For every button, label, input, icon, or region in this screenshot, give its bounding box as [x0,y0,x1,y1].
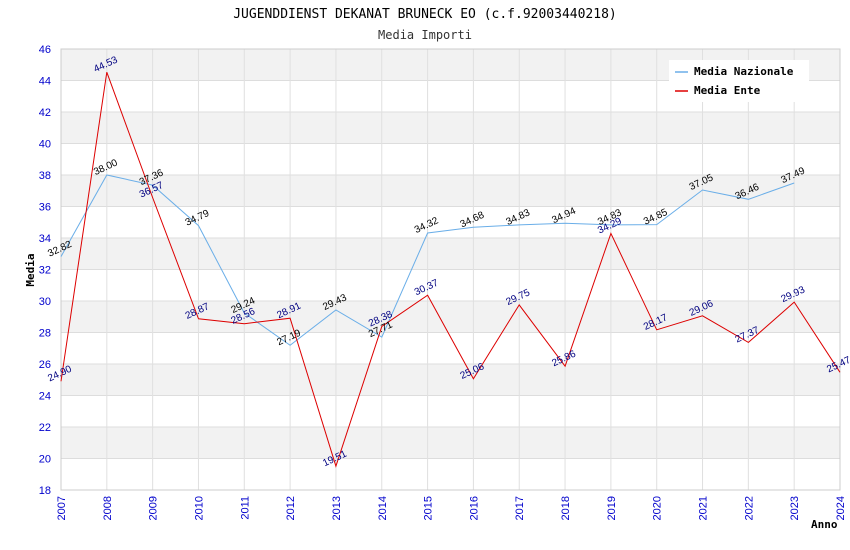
x-tick-label: 2019 [606,496,618,520]
data-label-media-nazionale: 34.32 [413,215,441,236]
y-tick-label: 30 [39,296,51,308]
chart-subtitle: Media Importi [378,28,472,42]
x-tick-label: 2022 [743,496,755,520]
y-tick-label: 24 [39,391,51,403]
y-tick-label: 32 [39,265,51,277]
grid-bands [61,49,840,459]
x-tick-label: 2009 [148,496,160,520]
plot-area-border [60,48,841,491]
grid-band [61,364,840,396]
x-tick-label: 2012 [285,496,297,520]
data-label-media-ente: 30.37 [413,277,441,298]
grid-band [61,112,840,144]
y-tick-label: 44 [39,76,51,88]
x-tick-label: 2008 [102,496,114,520]
grid-band [61,301,840,333]
y-tick-label: 34 [39,233,51,245]
y-tick-label: 20 [39,454,51,466]
x-axis-label: Anno [811,518,838,531]
y-tick-label: 22 [39,422,51,434]
grid-band [61,427,840,459]
y-tick-label: 42 [39,107,51,119]
y-tick-label: 46 [39,44,51,56]
legend-label-media-ente: Media Ente [694,84,761,97]
y-tick-label: 36 [39,202,51,214]
chart-title: JUGENDDIENST DEKANAT BRUNECK EO (c.f.920… [233,7,617,22]
y-tick-label: 28 [39,328,51,340]
x-tick-label: 2024 [835,496,847,520]
x-tick-label: 2015 [423,496,435,520]
y-tick-label: 18 [39,485,51,497]
y-tick-label: 38 [39,170,51,182]
series-line-media-ente [60,72,841,468]
legend: Media Nazionale Media Ente [669,60,809,102]
x-tick-label: 2020 [652,496,664,520]
y-tick-label: 26 [39,359,51,371]
grid-band [61,175,840,207]
x-tick-label: 2021 [698,496,710,520]
x-tick-label: 2011 [239,496,251,520]
x-axis-ticks: 2007 2008 2009 2010 2011 2012 2013 2014 2015 2016… [56,496,847,520]
x-tick-label: 2017 [514,496,526,520]
y-tick-label: 40 [39,139,51,151]
grid-band [61,238,840,270]
legend-box [669,60,809,102]
x-tick-label: 2007 [56,496,68,520]
x-tick-label: 2014 [377,496,389,520]
series-lines [60,72,841,468]
x-tick-label: 2018 [560,496,572,520]
x-tick-label: 2016 [468,496,480,520]
legend-label-media-nazionale: Media Nazionale [694,65,794,78]
series-line-media-nazionale [60,174,795,346]
x-tick-label: 2023 [789,496,801,520]
y-axis-ticks: 18 20 22 24 26 28 30 32 34 36 38 40 42 44 46 [39,44,51,497]
y-axis-label: Media [24,253,37,286]
x-tick-label: 2010 [193,496,205,520]
x-tick-label: 2013 [331,496,343,520]
